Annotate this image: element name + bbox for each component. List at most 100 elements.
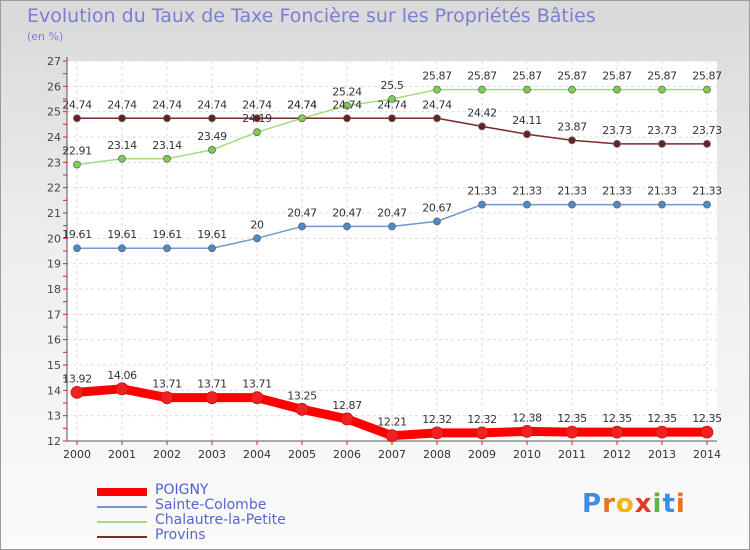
data-point — [433, 85, 441, 94]
data-label: 21.33 — [692, 185, 722, 198]
data-label: 12.32 — [467, 413, 497, 426]
data-point — [658, 139, 666, 148]
x-tick-label: 2013 — [648, 448, 676, 461]
data-point — [475, 426, 489, 440]
data-label: 24.11 — [512, 114, 542, 127]
data-label: 25.87 — [602, 70, 632, 83]
x-tick-label: 2011 — [558, 448, 586, 461]
data-point — [118, 114, 126, 123]
data-label: 23.73 — [692, 124, 722, 137]
logo-letter: r — [602, 489, 616, 519]
data-point — [250, 391, 264, 405]
proxiti-logo: Proxiti — [582, 489, 686, 519]
data-label: 12.35 — [647, 412, 677, 425]
x-tick-label: 2014 — [693, 448, 721, 461]
unit-label: (en %) — [27, 30, 64, 43]
data-point — [73, 244, 81, 253]
data-label: 13.92 — [62, 372, 92, 385]
data-point — [385, 429, 399, 443]
data-label: 20 — [250, 218, 264, 231]
x-tick-label: 2002 — [153, 448, 181, 461]
data-point — [208, 244, 216, 253]
data-label: 21.33 — [557, 185, 587, 198]
data-label: 24.74 — [62, 98, 92, 111]
data-point — [613, 200, 621, 209]
data-label: 12.32 — [422, 413, 452, 426]
data-point — [703, 85, 711, 94]
data-label: 24.74 — [377, 98, 407, 111]
data-point — [115, 382, 129, 396]
data-label: 23.49 — [197, 130, 227, 143]
data-label: 24.74 — [422, 98, 452, 111]
data-point — [523, 130, 531, 139]
data-label: 25.87 — [557, 70, 587, 83]
data-label: 25.87 — [647, 70, 677, 83]
y-tick-label: 19 — [47, 258, 61, 271]
data-point — [388, 222, 396, 231]
data-point — [703, 139, 711, 148]
y-tick-label: 26 — [47, 80, 61, 93]
data-label: 24.74 — [287, 98, 317, 111]
legend-swatch — [97, 521, 147, 523]
x-tick-label: 2010 — [513, 448, 541, 461]
data-point — [568, 200, 576, 209]
data-point — [655, 425, 669, 439]
data-label: 25.24 — [332, 86, 362, 99]
data-point — [568, 85, 576, 94]
data-label: 20.47 — [287, 206, 317, 219]
data-point — [430, 426, 444, 440]
chart-title: Evolution du Taux de Taxe Foncière sur l… — [27, 5, 596, 27]
data-label: 24.19 — [242, 112, 272, 125]
data-label: 24.74 — [242, 98, 272, 111]
data-point — [700, 425, 714, 439]
x-tick-label: 2004 — [243, 448, 271, 461]
data-label: 12.35 — [692, 412, 722, 425]
data-point — [433, 114, 441, 123]
data-label: 13.71 — [197, 378, 227, 391]
data-point — [568, 136, 576, 145]
data-point — [658, 85, 666, 94]
data-point — [523, 85, 531, 94]
data-point — [73, 114, 81, 123]
logo-letter: P — [582, 489, 603, 519]
data-point — [253, 114, 261, 123]
data-point — [478, 85, 486, 94]
data-label: 24.74 — [332, 98, 362, 111]
data-point — [298, 114, 306, 123]
x-tick-label: 2001 — [108, 448, 136, 461]
data-point — [340, 412, 354, 426]
logo-letter: o — [615, 489, 635, 519]
logo-letter: i — [652, 489, 663, 519]
x-tick-label: 2008 — [423, 448, 451, 461]
data-point — [253, 234, 261, 243]
data-label: 22.91 — [62, 145, 92, 158]
y-tick-label: 16 — [47, 334, 61, 347]
data-point — [118, 154, 126, 163]
y-tick-label: 15 — [47, 359, 61, 372]
data-label: 20.47 — [377, 206, 407, 219]
data-label: 25.87 — [467, 70, 497, 83]
data-point — [73, 160, 81, 169]
y-tick-label: 22 — [47, 182, 61, 195]
y-tick-label: 21 — [47, 207, 61, 220]
data-label: 25.87 — [692, 70, 722, 83]
x-tick-label: 2007 — [378, 448, 406, 461]
data-point — [118, 244, 126, 253]
y-tick-label: 27 — [47, 55, 61, 68]
data-label: 24.74 — [287, 98, 317, 111]
logo-letter: x — [634, 489, 653, 519]
data-point — [613, 139, 621, 148]
data-point — [658, 200, 666, 209]
data-label: 23.73 — [602, 124, 632, 137]
data-label: 19.61 — [197, 228, 227, 241]
legend-label: Chalautre-la-Petite — [155, 512, 286, 528]
data-point — [388, 95, 396, 103]
y-tick-label: 25 — [47, 106, 61, 119]
data-point — [163, 114, 171, 123]
data-label: 24.42 — [467, 106, 497, 119]
y-tick-label: 23 — [47, 156, 61, 169]
data-label: 13.25 — [287, 389, 317, 402]
data-point — [703, 200, 711, 209]
legend-label: POIGNY — [155, 482, 209, 498]
